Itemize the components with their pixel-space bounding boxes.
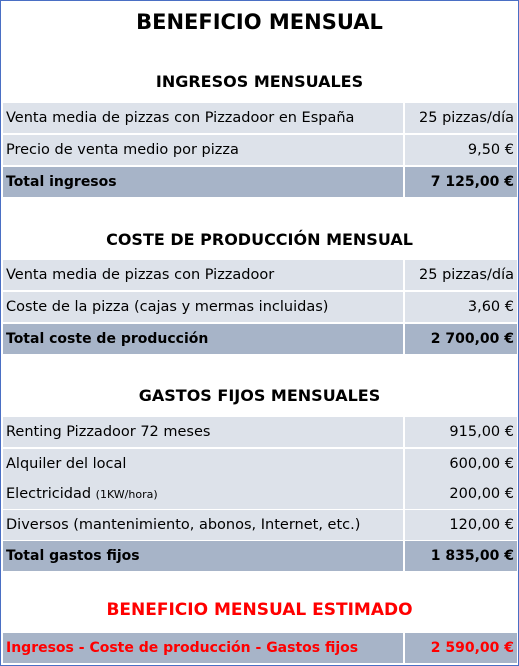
income-row-value: 25 pizzas/día (405, 103, 517, 133)
fixed-cost-row-label: Diversos (mantenimiento, abonos, Interne… (3, 510, 403, 540)
income-row-label: Venta media de pizzas con Pizzadoor en E… (3, 103, 403, 133)
fixed-costs-section-title: GASTOS FIJOS MENSUALES (138, 386, 381, 405)
production-cost-row-value: 3,60 € (405, 292, 517, 322)
production-cost-row-value: 25 pizzas/día (405, 260, 517, 290)
fixed-cost-row-label: Alquiler del local (3, 449, 403, 479)
income-row: Venta media de pizzas con Pizzadoor en E… (3, 103, 517, 133)
fixed-cost-row-label: Electricidad (6, 486, 92, 502)
production-cost-row: Coste de la pizza (cajas y mermas inclui… (3, 292, 517, 322)
fixed-cost-row: Electricidad (1KW/hora) 200,00 € (3, 479, 517, 509)
estimated-profit-value: 2 590,00 € (405, 633, 517, 663)
income-total-value: 7 125,00 € (405, 167, 517, 197)
fixed-cost-row-unit: (1KW/hora) (95, 488, 158, 501)
production-cost-total-row: Total coste de producción 2 700,00 € (3, 324, 517, 354)
estimated-profit-label: Ingresos - Coste de producción - Gastos … (3, 633, 403, 663)
fixed-cost-row-value: 120,00 € (405, 510, 517, 540)
income-section-title: INGRESOS MENSUALES (155, 72, 364, 91)
page-title: BENEFICIO MENSUAL (136, 10, 383, 34)
fixed-cost-row: Renting Pizzadoor 72 meses 915,00 € (3, 417, 517, 447)
production-cost-row-label: Venta media de pizzas con Pizzadoor (3, 260, 403, 290)
production-cost-total-label: Total coste de producción (3, 324, 403, 354)
fixed-cost-row-value: 600,00 € (405, 449, 517, 479)
production-cost-section-title: COSTE DE PRODUCCIÓN MENSUAL (106, 230, 413, 249)
production-cost-total-value: 2 700,00 € (405, 324, 517, 354)
production-cost-row: Venta media de pizzas con Pizzadoor 25 p… (3, 260, 517, 290)
income-total-label: Total ingresos (3, 167, 403, 197)
fixed-cost-row-value: 915,00 € (405, 417, 517, 447)
income-total-row: Total ingresos 7 125,00 € (3, 167, 517, 197)
fixed-cost-row: Alquiler del local 600,00 € (3, 449, 517, 479)
estimated-profit-row: Ingresos - Coste de producción - Gastos … (3, 633, 517, 663)
fixed-cost-row-label-cell: Electricidad (1KW/hora) (3, 479, 403, 509)
income-row-label: Precio de venta medio por pizza (3, 135, 403, 165)
fixed-costs-total-label: Total gastos fijos (3, 541, 403, 571)
income-row-value: 9,50 € (405, 135, 517, 165)
fixed-costs-total-value: 1 835,00 € (405, 541, 517, 571)
fixed-cost-row: Diversos (mantenimiento, abonos, Interne… (3, 510, 517, 540)
income-row: Precio de venta medio por pizza 9,50 € (3, 135, 517, 165)
fixed-cost-row-label: Renting Pizzadoor 72 meses (3, 417, 403, 447)
production-cost-row-label: Coste de la pizza (cajas y mermas inclui… (3, 292, 403, 322)
fixed-cost-row-value: 200,00 € (405, 479, 517, 509)
fixed-costs-total-row: Total gastos fijos 1 835,00 € (3, 541, 517, 571)
estimated-profit-section-title: BENEFICIO MENSUAL ESTIMADO (106, 600, 413, 620)
